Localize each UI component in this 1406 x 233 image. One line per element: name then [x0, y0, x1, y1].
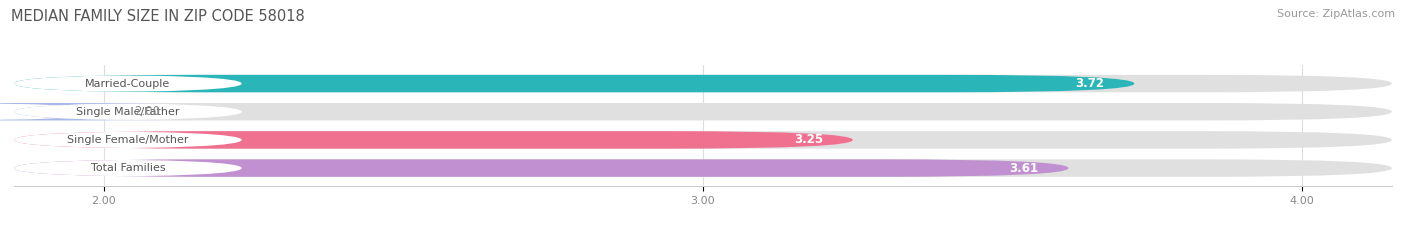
FancyBboxPatch shape [0, 103, 200, 120]
Text: 2.00: 2.00 [134, 105, 160, 118]
FancyBboxPatch shape [14, 75, 1392, 92]
Text: Total Families: Total Families [90, 163, 165, 173]
FancyBboxPatch shape [14, 159, 1392, 177]
Text: Married-Couple: Married-Couple [86, 79, 170, 89]
Text: Single Male/Father: Single Male/Father [76, 107, 180, 117]
Text: 3.25: 3.25 [794, 134, 823, 146]
FancyBboxPatch shape [14, 103, 1392, 120]
FancyBboxPatch shape [14, 159, 242, 177]
FancyBboxPatch shape [14, 159, 1069, 177]
FancyBboxPatch shape [14, 131, 242, 149]
FancyBboxPatch shape [14, 75, 242, 92]
FancyBboxPatch shape [14, 103, 242, 120]
Text: 3.72: 3.72 [1076, 77, 1104, 90]
FancyBboxPatch shape [14, 131, 853, 149]
FancyBboxPatch shape [14, 131, 1392, 149]
Text: Single Female/Mother: Single Female/Mother [67, 135, 188, 145]
Text: 3.61: 3.61 [1010, 161, 1039, 175]
Text: MEDIAN FAMILY SIZE IN ZIP CODE 58018: MEDIAN FAMILY SIZE IN ZIP CODE 58018 [11, 9, 305, 24]
FancyBboxPatch shape [14, 75, 1135, 92]
Text: Source: ZipAtlas.com: Source: ZipAtlas.com [1277, 9, 1395, 19]
